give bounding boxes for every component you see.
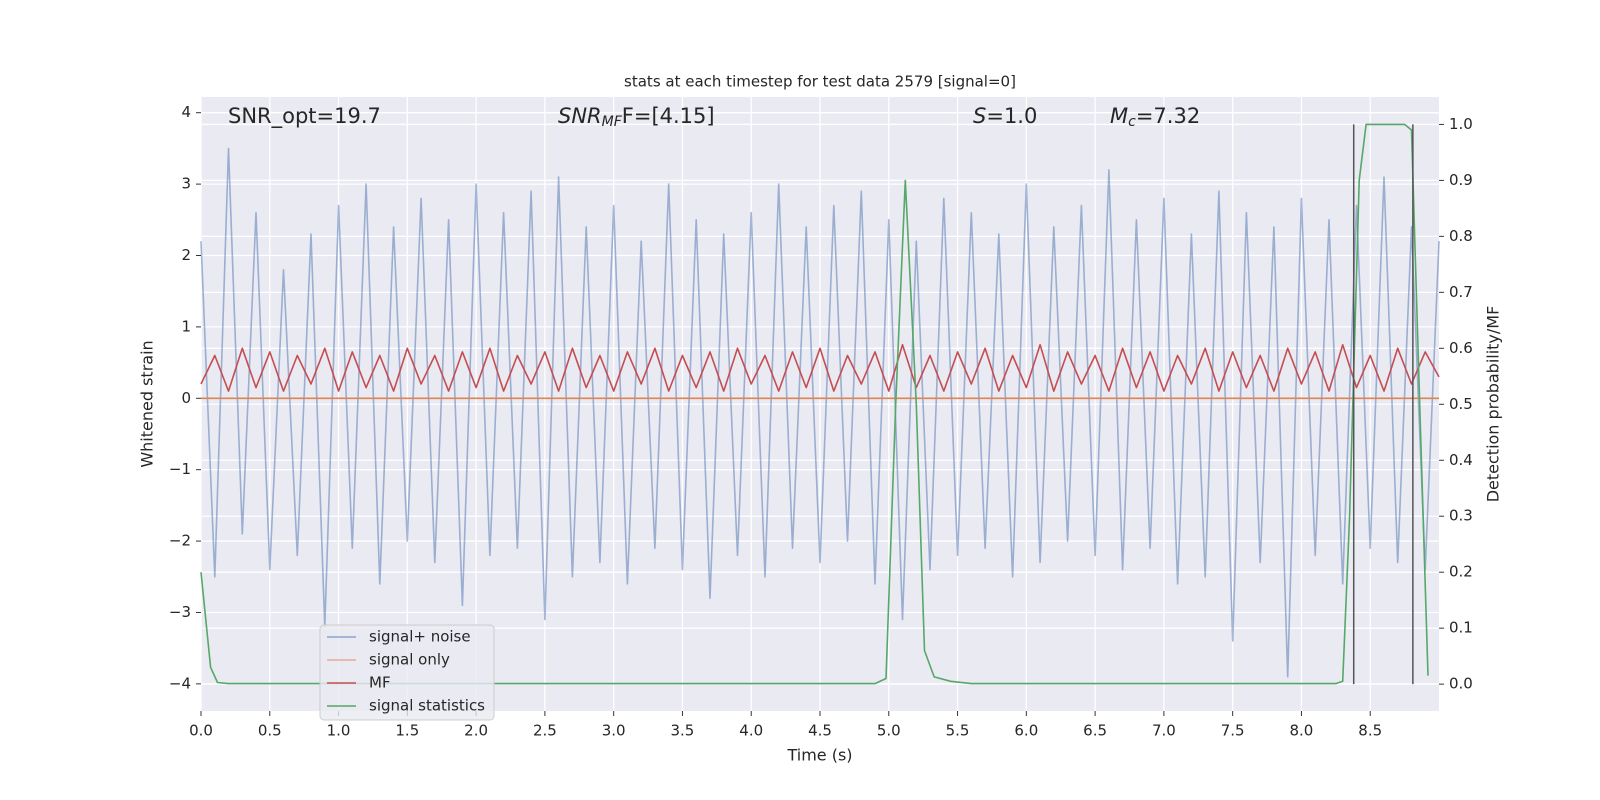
x-tick-label: 4.5 <box>808 722 832 740</box>
y2-tick-label: 0.7 <box>1449 283 1473 301</box>
annotation-main: S <box>973 104 986 128</box>
y-axis-label: Whitened strain <box>138 340 157 467</box>
annotation-rest: F=[4.15] <box>622 104 715 128</box>
legend-label: signal only <box>369 651 450 669</box>
x-tick-label: 3.5 <box>671 722 695 740</box>
x-tick-label: 7.0 <box>1152 722 1176 740</box>
y-tick-label: 4 <box>181 103 191 121</box>
annotation: Mc=7.32 <box>1110 104 1200 130</box>
x-tick-label: 6.0 <box>1014 722 1038 740</box>
y2-tick-label: 0.0 <box>1449 675 1473 693</box>
x-tick-label: 4.0 <box>739 722 763 740</box>
y-tick-label: −3 <box>169 603 191 621</box>
y2-tick-label: 0.6 <box>1449 339 1473 357</box>
annotation-sub: MF <box>602 114 623 130</box>
x-tick-label: 8.0 <box>1290 722 1314 740</box>
y2-tick-label: 1.0 <box>1449 115 1473 133</box>
x-tick-label: 8.5 <box>1358 722 1382 740</box>
series-line <box>200 147 1440 678</box>
y-tick-label: −1 <box>169 460 191 478</box>
x-tick-label: 5.0 <box>877 722 901 740</box>
y2-tick-label: 0.9 <box>1449 171 1473 189</box>
x-axis-label: Time (s) <box>786 746 852 765</box>
y-tick-label: −2 <box>169 532 191 550</box>
x-tick-label: 2.5 <box>533 722 557 740</box>
y-tick-label: −4 <box>169 674 191 692</box>
y-tick-label: 3 <box>181 175 191 193</box>
y-tick-label: 1 <box>181 317 191 335</box>
annotation-rest: =1.0 <box>986 104 1037 128</box>
y2-tick-label: 0.8 <box>1449 227 1473 245</box>
annotation-rest: =7.32 <box>1136 104 1200 128</box>
x-tick-label: 1.0 <box>327 722 351 740</box>
y-tick-label: 0 <box>181 389 191 407</box>
y2-tick-label: 0.4 <box>1449 451 1473 469</box>
y2-tick-label: 0.5 <box>1449 395 1473 413</box>
annotation-main: M <box>1110 104 1128 128</box>
chart-title: stats at each timestep for test data 257… <box>624 73 1016 91</box>
legend-label: MF <box>369 674 391 692</box>
y2-tick-label: 0.1 <box>1449 619 1473 637</box>
x-tick-label: 3.0 <box>602 722 626 740</box>
series-line <box>200 343 1440 392</box>
x-tick-label: 0.5 <box>258 722 282 740</box>
legend <box>319 624 495 721</box>
x-tick-label: 0.0 <box>189 722 213 740</box>
x-tick-label: 7.5 <box>1221 722 1245 740</box>
annotation-main: SNR <box>558 104 602 128</box>
x-tick-label: 6.5 <box>1083 722 1107 740</box>
annotation: SNRMFF=[4.15] <box>558 104 715 130</box>
y2-tick-label: 0.2 <box>1449 563 1473 581</box>
x-tick-label: 5.5 <box>946 722 970 740</box>
x-tick-label: 2.0 <box>464 722 488 740</box>
annotation: SNR_opt=19.7 <box>228 104 381 129</box>
y2-tick-label: 0.3 <box>1449 507 1473 525</box>
y2-axis-label: Detection probability/MF <box>1484 306 1503 503</box>
legend-label: signal+ noise <box>369 628 471 646</box>
x-tick-label: 1.5 <box>395 722 419 740</box>
annotation-sub: c <box>1128 114 1136 130</box>
y-tick-label: 2 <box>181 246 191 264</box>
annotation: S=1.0 <box>973 104 1037 128</box>
legend-label: signal statistics <box>369 697 485 715</box>
